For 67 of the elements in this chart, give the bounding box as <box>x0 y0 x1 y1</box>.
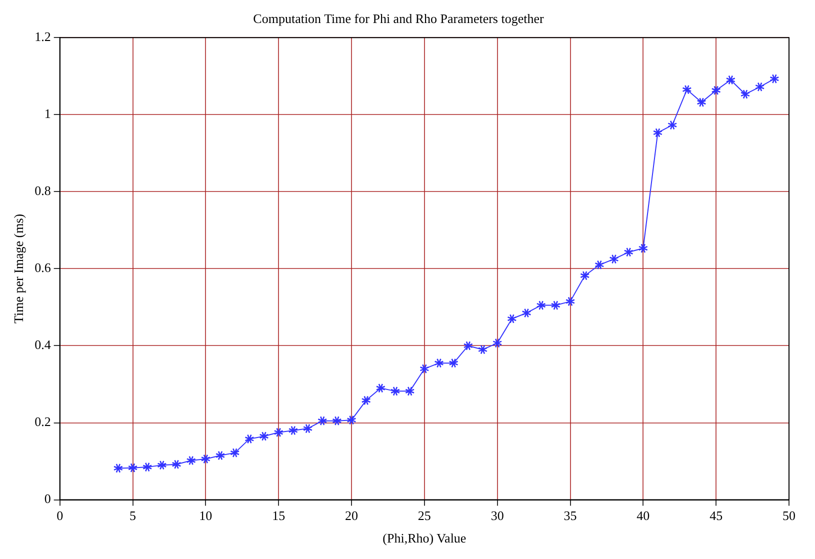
point <box>434 358 444 368</box>
point <box>260 432 268 441</box>
point <box>390 386 400 396</box>
point <box>478 345 488 354</box>
y-tick-label: 0.2 <box>34 414 51 430</box>
point <box>347 416 356 424</box>
x-tick-label: 15 <box>272 508 286 524</box>
x-tick-label: 10 <box>199 508 212 524</box>
x-tick-label: 45 <box>710 508 723 524</box>
point <box>508 314 516 324</box>
point <box>770 74 779 84</box>
point <box>405 386 414 396</box>
point <box>186 456 196 465</box>
y-tick-label: 0.6 <box>34 260 52 276</box>
y-tick-label: 1 <box>44 106 51 122</box>
point <box>522 308 531 318</box>
point <box>158 460 166 470</box>
point <box>624 248 633 257</box>
point <box>420 364 429 374</box>
y-tick-label: 0.4 <box>34 337 52 352</box>
point <box>566 297 575 306</box>
point <box>712 86 720 95</box>
point <box>332 416 342 426</box>
y-axis-title: Time per Image (ms) <box>11 214 26 324</box>
point <box>288 426 298 435</box>
point <box>318 416 327 426</box>
point <box>464 341 473 350</box>
point <box>362 396 370 405</box>
x-tick-label: 0 <box>56 508 64 524</box>
point <box>128 463 138 472</box>
point <box>726 76 736 84</box>
point <box>172 460 181 469</box>
point <box>536 300 546 310</box>
point <box>449 358 458 368</box>
point <box>142 462 152 472</box>
point <box>216 451 225 460</box>
x-tick-label: 20 <box>345 508 358 524</box>
point <box>245 434 254 444</box>
point <box>492 338 502 348</box>
point <box>551 300 560 310</box>
x-tick-label: 5 <box>130 508 136 524</box>
point <box>740 90 750 99</box>
point <box>610 254 618 264</box>
x-tick-label: 50 <box>782 508 796 524</box>
point <box>595 260 604 270</box>
x-tick-label: 35 <box>564 508 577 524</box>
point <box>303 424 312 433</box>
point <box>668 120 677 130</box>
point <box>114 464 123 473</box>
point <box>580 271 590 280</box>
point <box>230 448 240 458</box>
point <box>697 98 706 107</box>
x-tick-label: 40 <box>636 508 650 524</box>
point <box>638 244 648 253</box>
point <box>274 428 283 437</box>
x-tick-label: 30 <box>490 508 504 524</box>
point <box>201 454 210 464</box>
x-axis-title: (Phi,Rho) Value <box>382 530 466 546</box>
point <box>682 85 692 94</box>
y-tick-label: 0 <box>44 491 51 506</box>
x-tick-label: 25 <box>418 508 431 524</box>
point <box>376 384 386 393</box>
point <box>755 82 764 92</box>
y-tick-label: 0.8 <box>34 183 51 198</box>
point <box>653 128 662 138</box>
y-tick-label: 1.2 <box>34 29 51 44</box>
chart-title: Computation Time for Phi and Rho Parameters together <box>253 11 544 26</box>
